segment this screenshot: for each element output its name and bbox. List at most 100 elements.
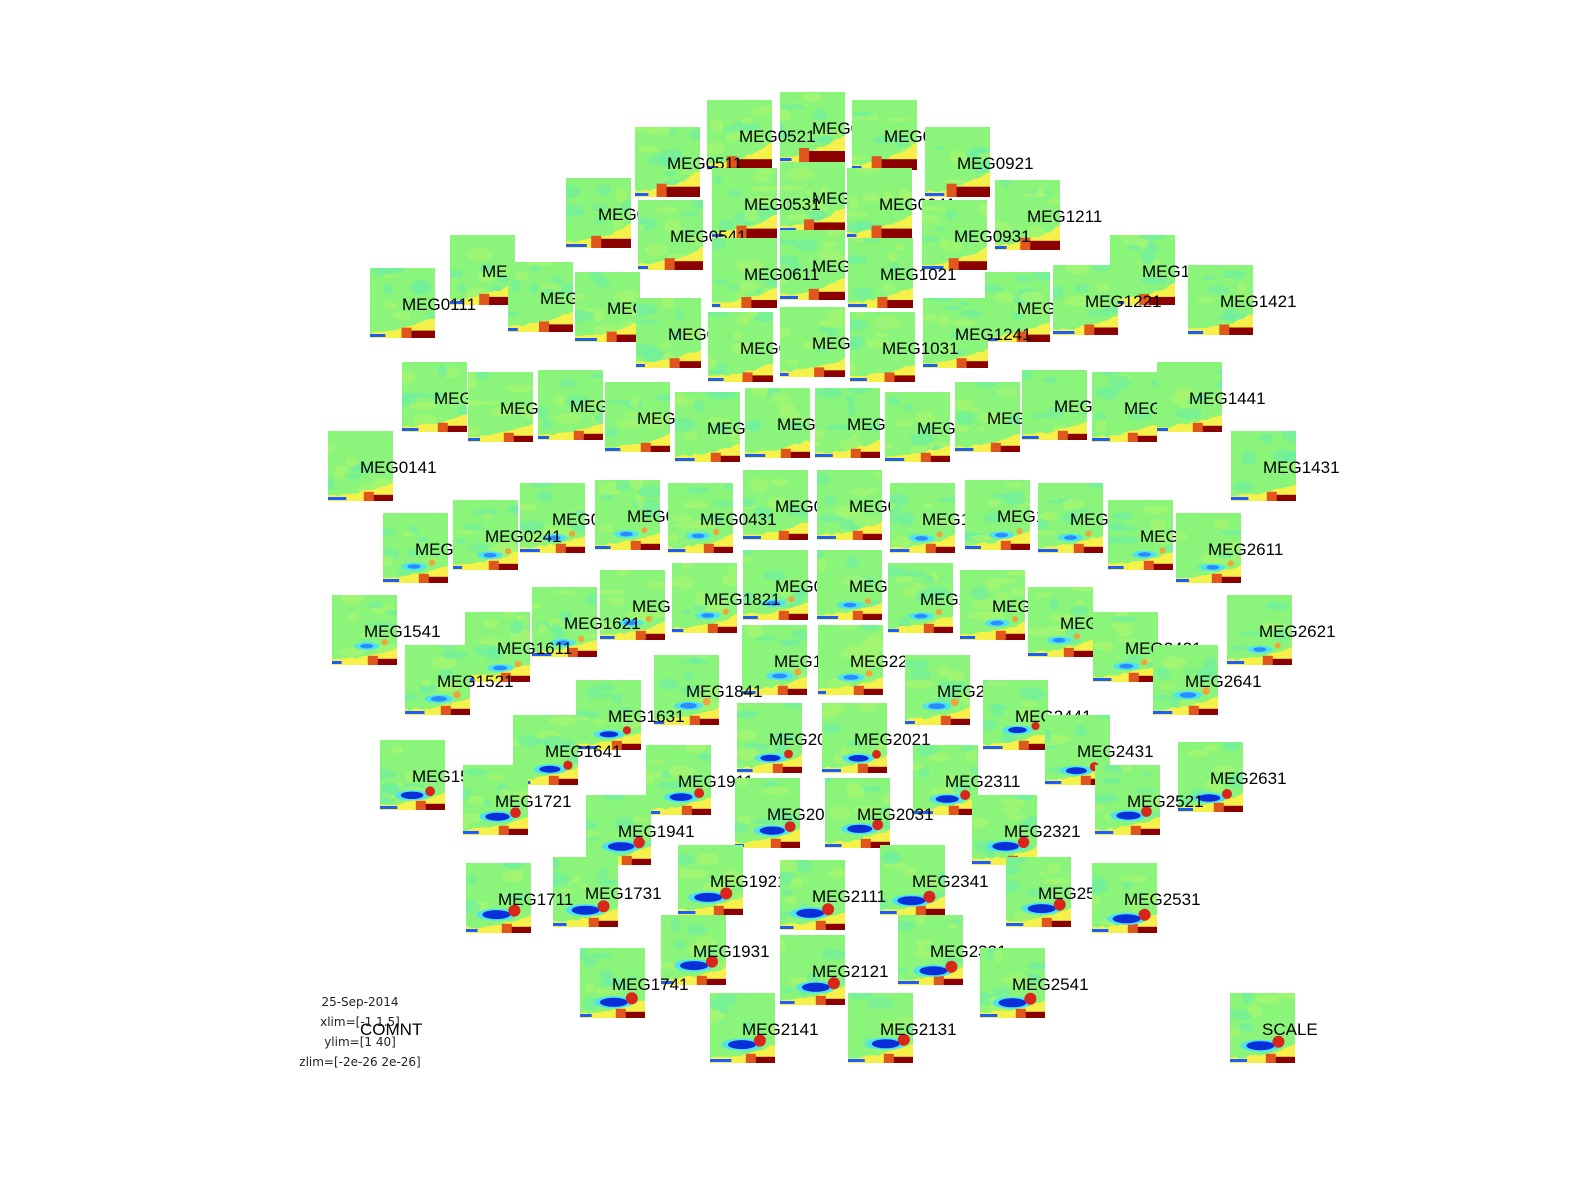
tfr-dark-red-band bbox=[1149, 563, 1173, 570]
tfr-texture bbox=[1074, 724, 1086, 732]
tfr-blue-edge bbox=[380, 806, 398, 809]
tfr-texture bbox=[497, 274, 511, 283]
tfr-red-spot bbox=[1227, 560, 1234, 567]
tfr-texture bbox=[489, 406, 515, 417]
tfr-texture bbox=[898, 968, 908, 973]
tfr-dark-red-band bbox=[778, 766, 802, 773]
tfr-orange-edge bbox=[1211, 573, 1222, 583]
tfr-heatmap bbox=[1153, 645, 1218, 715]
tfr-blue-blob bbox=[1112, 914, 1141, 924]
tfr-texture bbox=[865, 422, 880, 432]
tfr-blue-blob bbox=[843, 602, 857, 608]
tfr-orange-edge bbox=[1015, 1008, 1026, 1018]
tfr-texture bbox=[662, 179, 684, 184]
tfr-texture bbox=[852, 658, 876, 672]
tfr-texture bbox=[1043, 513, 1056, 518]
tfr-dark-red-band bbox=[421, 803, 445, 810]
tfr-texture bbox=[1165, 543, 1173, 554]
tfr-texture bbox=[638, 145, 660, 153]
tfr-dark-red-band bbox=[1006, 543, 1030, 550]
tfr-texture bbox=[858, 703, 878, 713]
tfr-texture bbox=[646, 771, 665, 778]
tfr-texture bbox=[767, 1026, 775, 1036]
tfr-texture bbox=[960, 301, 970, 306]
tfr-texture bbox=[712, 238, 726, 251]
tfr-texture bbox=[928, 752, 951, 762]
tfr-texture bbox=[885, 443, 894, 448]
tfr-texture bbox=[694, 935, 716, 950]
tfr-orange-edge bbox=[1041, 917, 1052, 927]
tfr-heatmap bbox=[847, 168, 912, 238]
tfr-texture bbox=[644, 244, 669, 256]
tfr-orange-edge bbox=[915, 905, 926, 915]
tfr-orange-edge bbox=[1127, 432, 1138, 442]
channel-tile-meg2331 bbox=[898, 915, 963, 985]
tfr-texture bbox=[1000, 799, 1027, 806]
tfr-texture bbox=[704, 605, 726, 613]
tfr-heatmap bbox=[742, 625, 807, 695]
tfr-texture bbox=[595, 879, 618, 886]
tfr-texture bbox=[985, 579, 1001, 591]
tfr-heatmap bbox=[405, 645, 470, 715]
tfr-dark-red-band bbox=[373, 658, 397, 665]
tfr-blue-edge bbox=[1092, 929, 1109, 932]
tfr-texture bbox=[1206, 285, 1230, 295]
tfr-texture bbox=[1053, 285, 1064, 300]
tfr-texture bbox=[839, 439, 862, 451]
tfr-texture bbox=[976, 382, 997, 388]
tfr-texture bbox=[923, 313, 937, 322]
tfr-dark-red-band bbox=[646, 445, 670, 452]
tfr-heatmap bbox=[532, 587, 597, 657]
channel-tile-meg1611 bbox=[465, 612, 530, 682]
channel-tile-meg0341 bbox=[508, 262, 573, 332]
tfr-texture bbox=[1005, 813, 1029, 820]
tfr-heatmap bbox=[553, 857, 618, 927]
tfr-red-spot bbox=[453, 691, 461, 699]
tfr-blue-edge bbox=[520, 549, 540, 552]
tfr-texture bbox=[1100, 372, 1118, 377]
tfr-texture bbox=[1086, 309, 1112, 318]
tfr-orange-edge bbox=[780, 448, 791, 458]
tfr-texture bbox=[750, 478, 768, 492]
tfr-heatmap bbox=[980, 948, 1045, 1018]
channel-tile-meg1221 bbox=[1053, 265, 1118, 335]
tfr-blue-edge bbox=[985, 338, 998, 341]
tfr-red-spot bbox=[569, 530, 576, 537]
tfr-texture bbox=[1129, 410, 1152, 421]
tfr-heatmap bbox=[1110, 235, 1175, 305]
tfr-texture bbox=[1038, 530, 1057, 536]
tfr-texture bbox=[1140, 276, 1168, 285]
tfr-texture bbox=[1242, 998, 1251, 1004]
tfr-texture bbox=[1120, 765, 1132, 773]
tfr-texture bbox=[855, 312, 864, 318]
tfr-orange-edge bbox=[948, 258, 959, 270]
tfr-dark-red-band bbox=[952, 186, 990, 197]
tfr-texture bbox=[862, 238, 881, 243]
channel-tile-meg1121 bbox=[955, 382, 1020, 452]
tfr-texture bbox=[1027, 888, 1043, 897]
tfr-heatmap bbox=[520, 483, 585, 553]
tfr-texture bbox=[712, 176, 723, 185]
tfr-texture bbox=[822, 709, 839, 719]
tfr-texture bbox=[1016, 274, 1031, 283]
tfr-texture bbox=[682, 431, 698, 441]
tfr-dark-red-band bbox=[695, 718, 719, 725]
tfr-texture bbox=[583, 996, 598, 1011]
tfr-dark-red-band bbox=[805, 151, 845, 162]
tfr-orange-edge bbox=[713, 905, 724, 915]
tfr-dark-red-band bbox=[858, 613, 882, 620]
tfr-heatmap bbox=[600, 570, 665, 640]
tfr-texture bbox=[728, 285, 740, 290]
tfr-texture bbox=[965, 750, 977, 762]
tfr-texture bbox=[691, 200, 703, 209]
channel-label-meg1221: MEG1221 bbox=[1085, 292, 1162, 311]
tfr-texture bbox=[762, 570, 786, 581]
tfr-dark-red-band bbox=[509, 435, 533, 442]
tfr-texture bbox=[983, 719, 998, 731]
tfr-dark-red-band bbox=[1134, 675, 1158, 682]
tfr-texture bbox=[821, 949, 845, 960]
tfr-heatmap bbox=[538, 370, 603, 440]
tfr-texture bbox=[468, 795, 484, 806]
tfr-red-spot bbox=[694, 788, 705, 799]
tfr-texture bbox=[781, 987, 795, 994]
